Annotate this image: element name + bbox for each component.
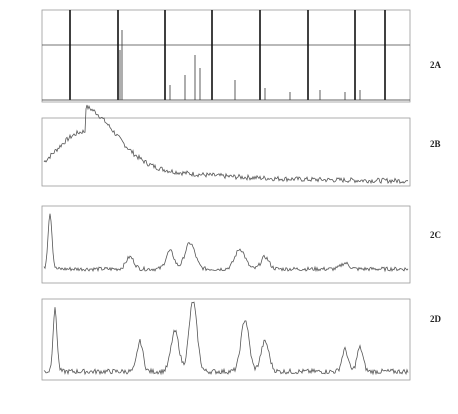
panel-label: 2D	[430, 314, 442, 324]
trace	[43, 104, 409, 185]
panel-frame	[41, 117, 411, 187]
panel-frame	[41, 205, 411, 284]
panel-label: 2B	[430, 139, 441, 149]
trace	[43, 301, 409, 376]
trace	[43, 213, 409, 273]
panel-frame	[41, 9, 411, 103]
panel-label: 2C	[430, 230, 441, 240]
panel-label: 2A	[430, 60, 442, 70]
panel-frame	[41, 298, 411, 381]
